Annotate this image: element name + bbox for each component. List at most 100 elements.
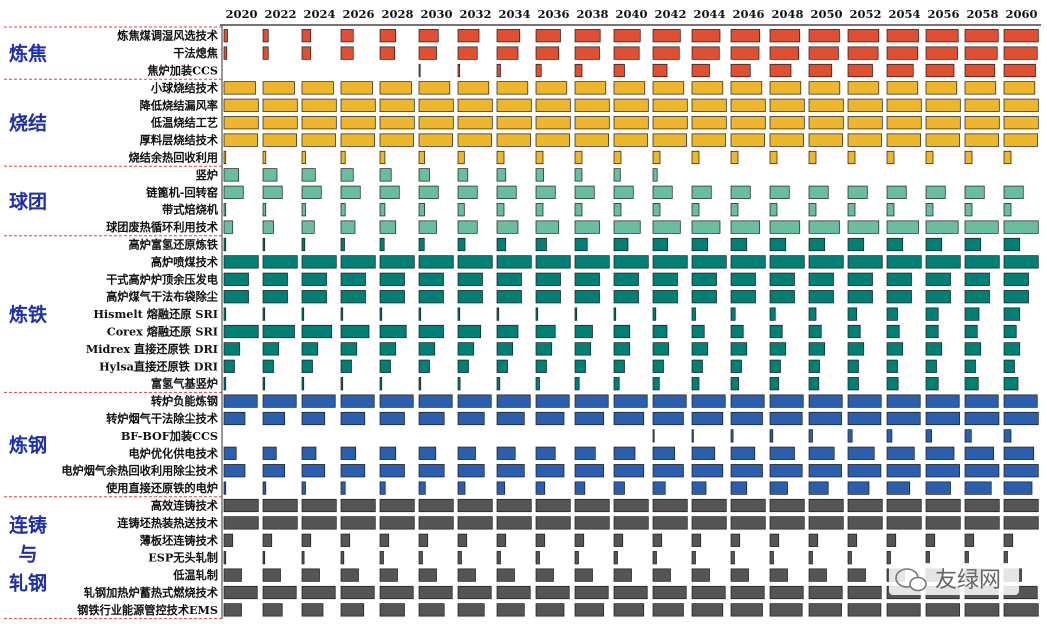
bar-mark	[262, 394, 297, 408]
group-label: 炼钢	[9, 434, 47, 457]
bar-mark	[340, 290, 366, 304]
bar-mark	[691, 81, 724, 95]
bar-mark	[457, 29, 480, 43]
bar-mark	[262, 342, 280, 356]
bar-mark	[418, 394, 453, 408]
bar-mark	[886, 377, 899, 391]
bar-mark	[418, 81, 451, 95]
bar-mark	[535, 63, 542, 78]
row-label: 干法熄焦	[173, 46, 219, 60]
bar-mark	[652, 377, 660, 391]
bar-mark	[691, 429, 694, 443]
bar-mark	[886, 133, 921, 147]
bar-mark	[457, 377, 461, 391]
bar-mark	[457, 516, 493, 530]
bar-mark	[613, 116, 649, 130]
bar-mark	[301, 46, 312, 60]
bar-mark	[496, 411, 525, 426]
row-label: 钢铁行业能源管控技术EMS	[77, 603, 218, 617]
row-label: 转炉负能炼钢	[151, 394, 218, 408]
bar-mark	[379, 498, 415, 513]
bar-mark	[340, 533, 351, 547]
bar-mark	[808, 237, 826, 252]
bar-mark	[925, 29, 959, 43]
bar-mark	[964, 29, 999, 43]
bar-mark	[262, 220, 274, 234]
bar-mark	[457, 411, 485, 426]
bar-mark	[496, 203, 505, 217]
bar-mark	[262, 168, 278, 182]
group-label: 与	[18, 544, 37, 566]
bar-mark	[769, 585, 804, 600]
bar-mark	[301, 603, 324, 617]
bar-mark	[847, 324, 861, 339]
bar-mark	[379, 185, 400, 199]
bar-mark	[652, 98, 688, 112]
bar-mark	[808, 63, 833, 78]
bar-mark	[223, 46, 228, 60]
bar-mark	[574, 446, 596, 460]
bar-mark	[769, 429, 774, 443]
bar-mark	[964, 324, 978, 339]
row-label: 厚料层烧结技术	[140, 133, 219, 147]
bar-mark	[340, 411, 366, 426]
bar-mark	[418, 481, 426, 495]
bar-mark	[379, 359, 391, 373]
year-label: 2020	[225, 7, 257, 21]
bar-mark	[769, 255, 805, 269]
bar-mark	[223, 603, 242, 617]
bar-mark	[847, 533, 858, 547]
row-label: 球团废热循环利用技术	[106, 220, 219, 234]
bar-mark	[886, 307, 898, 321]
bar-mark	[574, 464, 605, 478]
bar-mark	[730, 307, 736, 321]
bar-mark	[496, 324, 519, 339]
bar-mark	[808, 359, 820, 373]
row-label: 高炉富氢还原炼铁	[128, 238, 218, 252]
row-label: Hylsa直接还原铁 DRI	[99, 359, 218, 373]
bar-mark	[418, 568, 437, 582]
year-label: 2044	[693, 7, 725, 21]
bar-mark	[769, 464, 803, 478]
bar-mark	[535, 255, 571, 269]
year-label: 2046	[732, 7, 764, 21]
bar-mark	[262, 150, 267, 165]
bar-mark	[574, 203, 583, 217]
bar-mark	[379, 290, 405, 304]
bar-mark	[886, 516, 922, 530]
bar-mark	[340, 307, 344, 321]
bar-mark	[379, 516, 415, 530]
bar-mark	[457, 81, 490, 95]
bar-mark	[691, 220, 721, 234]
bar-mark	[1003, 81, 1036, 95]
bar-mark	[574, 133, 609, 147]
bar-mark	[418, 150, 425, 165]
bar-mark	[808, 585, 843, 600]
row-label: 干式高炉炉顶余压发电	[106, 272, 218, 286]
bar-mark	[379, 585, 414, 600]
bar-mark	[262, 359, 274, 373]
bar-mark	[730, 342, 748, 356]
bar-mark	[730, 203, 739, 217]
bar-mark	[847, 185, 868, 199]
bar-mark	[925, 46, 958, 60]
bar-mark	[223, 290, 249, 304]
bar-mark	[574, 568, 593, 582]
bar-mark	[613, 377, 620, 391]
bar-mark	[457, 133, 492, 147]
bar-mark	[418, 98, 454, 112]
bar-mark	[925, 255, 961, 269]
bar-mark	[652, 133, 687, 147]
bar-mark	[262, 498, 298, 513]
watermark-text: 友绿网	[935, 568, 1001, 593]
bar-mark	[457, 585, 492, 600]
bar-mark	[223, 498, 259, 513]
bar-mark	[652, 394, 687, 408]
row-label: 炼焦煤调湿风选技术	[117, 29, 219, 43]
bar-mark	[574, 116, 610, 130]
row-label: 降低烧结漏风率	[140, 98, 218, 112]
row-label: 带式焙烧机	[162, 203, 219, 217]
bar-mark	[769, 411, 803, 426]
bar-mark	[925, 203, 934, 217]
